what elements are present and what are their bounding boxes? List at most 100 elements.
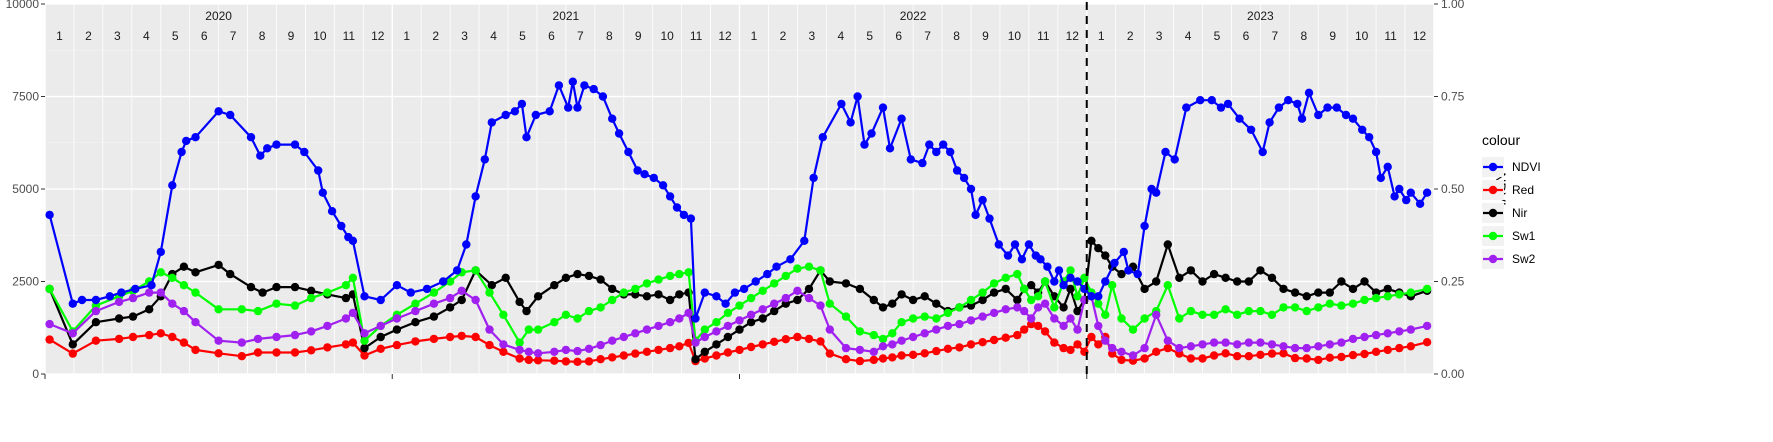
right-tick-label: 0.25 [1441, 275, 1465, 289]
data-point-sw2 [1059, 321, 1068, 331]
data-point-sw2 [1027, 314, 1036, 323]
data-point-nir [114, 314, 124, 323]
data-point-ndvi [1365, 133, 1374, 142]
data-point-ndvi [422, 284, 432, 294]
data-point-sw2 [920, 329, 929, 338]
month-label: 12 [1066, 29, 1080, 43]
data-point-nir [908, 295, 918, 305]
data-point-nir [360, 343, 369, 353]
data-point-sw1 [1314, 303, 1323, 312]
data-point-ndvi [1422, 188, 1432, 197]
data-point-ndvi [182, 136, 191, 146]
data-point-sw1 [515, 338, 524, 347]
legend-label: Nir [1512, 206, 1527, 220]
data-point-ndvi [1170, 155, 1179, 164]
data-point-nir [758, 314, 767, 323]
data-point-sw2 [1360, 332, 1369, 342]
data-point-sw2 [781, 293, 790, 303]
data-point-ndvi [68, 299, 78, 308]
data-point-nir [888, 299, 897, 308]
month-label: 2 [780, 29, 787, 43]
data-point-red [1087, 332, 1096, 342]
data-point-ndvi [1110, 258, 1119, 268]
data-point-red [1267, 349, 1277, 358]
data-point-nir [1209, 269, 1219, 279]
data-point-nir [550, 281, 559, 290]
data-point-sw1 [816, 266, 825, 275]
data-point-ndvi [554, 81, 564, 90]
data-point-ndvi [1402, 195, 1411, 205]
month-label: 5 [172, 29, 179, 43]
data-point-nir [665, 295, 675, 305]
data-point-red [485, 340, 494, 350]
data-point-nir [804, 284, 814, 294]
data-point-nir [573, 269, 582, 279]
data-point-ndvi [580, 81, 589, 90]
data-point-red [1001, 333, 1010, 342]
data-point-ndvi [846, 118, 855, 127]
data-point-ndvi [925, 140, 934, 149]
left-tick-label: 10000 [6, 0, 40, 11]
data-point-sw2 [1406, 325, 1416, 334]
data-point-nir [429, 312, 439, 321]
data-point-red [642, 347, 652, 356]
month-label: 5 [866, 29, 873, 43]
data-point-sw2 [1256, 338, 1265, 347]
data-point-red [1040, 327, 1050, 336]
data-point-ndvi [1390, 192, 1399, 201]
data-point-sw2 [214, 336, 223, 345]
data-point-sw2 [619, 332, 628, 342]
data-point-nir [1325, 288, 1335, 297]
data-point-sw2 [533, 349, 543, 358]
data-point-sw2 [307, 327, 316, 336]
data-point-ndvi [686, 214, 696, 223]
month-label: 11 [343, 29, 356, 43]
data-point-nir [1059, 303, 1068, 312]
data-point-sw1 [793, 264, 802, 273]
data-point-sw1 [45, 284, 54, 294]
data-point-sw1 [1101, 310, 1110, 319]
data-point-nir [522, 306, 531, 316]
data-point-nir [1348, 284, 1358, 294]
data-point-ndvi [672, 203, 682, 212]
data-point-sw2 [665, 318, 675, 327]
data-point-sw1 [1198, 310, 1207, 319]
data-point-red [888, 353, 897, 362]
data-point-sw1 [869, 330, 878, 340]
data-point-sw1 [1117, 314, 1126, 323]
data-point-sw2 [1383, 329, 1392, 338]
data-point-red [550, 356, 559, 365]
data-point-red [45, 335, 54, 344]
data-point-red [128, 332, 138, 342]
data-point-sw1 [920, 312, 929, 321]
data-point-nir [978, 295, 987, 305]
data-point-red [746, 342, 756, 352]
data-point-sw2 [1108, 343, 1117, 353]
month-label: 1 [56, 29, 63, 43]
year-label: 2020 [205, 9, 232, 23]
legend-label: Red [1512, 183, 1534, 197]
data-point-sw2 [1348, 334, 1358, 344]
data-point-nir [1117, 269, 1126, 279]
data-point-ndvi [337, 221, 346, 231]
data-point-sw2 [675, 314, 684, 323]
month-label: 8 [1300, 29, 1307, 43]
data-point-ndvi [633, 166, 642, 175]
data-point-nir [1337, 277, 1346, 286]
month-label: 9 [1329, 29, 1336, 43]
data-point-sw1 [735, 301, 744, 310]
data-point-sw1 [1244, 306, 1254, 316]
data-point-sw1 [561, 310, 571, 319]
data-point-ndvi [978, 195, 987, 205]
data-point-ndvi [1314, 110, 1323, 120]
data-point-nir [68, 340, 78, 349]
data-point-red [1325, 353, 1335, 362]
month-label: 12 [1413, 29, 1427, 43]
month-label: 8 [606, 29, 613, 43]
month-label: 9 [288, 29, 295, 43]
data-point-ndvi [1383, 162, 1392, 171]
month-label: 7 [577, 29, 584, 43]
data-point-ndvi [1196, 96, 1205, 105]
month-label: 1 [1098, 29, 1105, 43]
data-point-ndvi [1348, 114, 1358, 123]
